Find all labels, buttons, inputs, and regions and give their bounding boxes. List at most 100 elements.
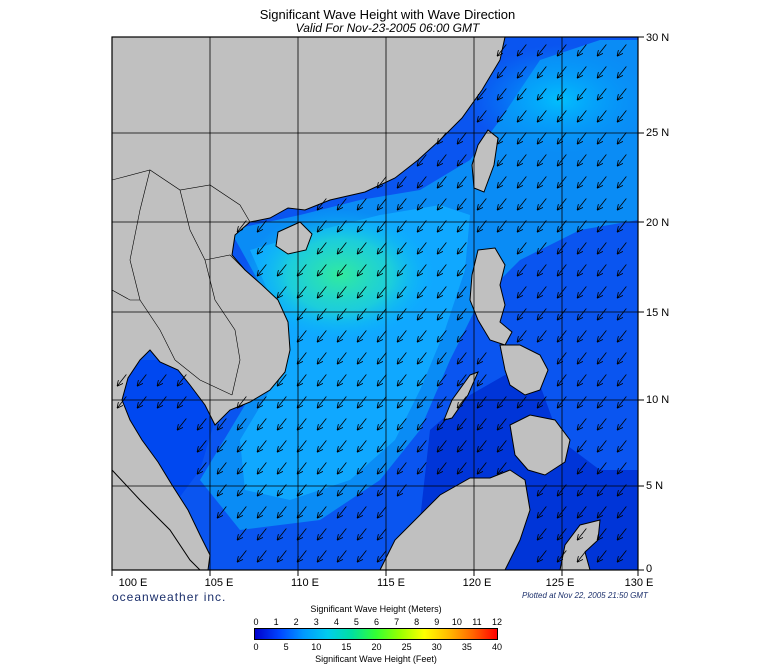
wave-direction-arrow xyxy=(298,264,307,276)
wave-direction-arrow xyxy=(558,176,567,188)
wave-direction-arrow xyxy=(458,242,467,254)
wave-direction-arrow xyxy=(238,418,247,430)
wave-direction-arrow xyxy=(618,308,627,320)
wave-direction-arrow xyxy=(578,242,587,254)
lon-label-105e: 105 E xyxy=(204,577,234,589)
wave-direction-arrow xyxy=(318,286,327,298)
wave-direction-arrow xyxy=(158,374,167,386)
wave-direction-arrow xyxy=(298,506,307,518)
wave-direction-arrow xyxy=(458,176,467,188)
wave-direction-arrow xyxy=(318,528,327,540)
wave-direction-arrow xyxy=(338,220,347,232)
wave-direction-arrow xyxy=(278,264,287,276)
wave-direction-arrow xyxy=(598,528,607,540)
wave-direction-arrow xyxy=(238,220,247,232)
wave-direction-arrow xyxy=(158,396,167,408)
wave-direction-arrow xyxy=(518,66,527,78)
wave-direction-arrow xyxy=(618,528,627,540)
wave-direction-arrow xyxy=(258,550,267,562)
wave-direction-arrow xyxy=(378,330,387,342)
wave-direction-arrow xyxy=(178,418,187,430)
wave-direction-arrow xyxy=(618,154,627,166)
wave-direction-arrow xyxy=(398,440,407,452)
legend-feet-title: Significant Wave Height (Feet) xyxy=(315,654,437,664)
lon-label-100e: 100 E xyxy=(118,577,148,589)
wave-direction-arrow xyxy=(578,352,587,364)
wave-direction-arrow xyxy=(598,550,607,562)
wave-direction-arrow xyxy=(458,396,467,408)
wave-direction-arrow xyxy=(378,440,387,452)
wave-direction-arrow xyxy=(598,484,607,496)
wave-direction-arrow xyxy=(298,440,307,452)
wave-direction-arrow xyxy=(578,44,587,56)
wave-direction-arrow xyxy=(298,374,307,386)
legend-meters-tick: 5 xyxy=(353,617,359,627)
wave-direction-arrow xyxy=(218,506,227,518)
wave-direction-arrow xyxy=(378,176,387,188)
wave-direction-arrow xyxy=(518,396,527,408)
wave-direction-arrow xyxy=(578,308,587,320)
wave-direction-arrow xyxy=(398,308,407,320)
plotted-timestamp: Plotted at Nov 22, 2005 21:50 GMT xyxy=(522,591,648,600)
wave-direction-arrow xyxy=(578,506,587,518)
wave-direction-arrow xyxy=(418,220,427,232)
wave-direction-arrow xyxy=(418,198,427,210)
mindanao-island xyxy=(509,414,571,476)
legend-feet-tick: 20 xyxy=(371,642,382,652)
wave-direction-arrow xyxy=(458,220,467,232)
wave-direction-arrow xyxy=(278,528,287,540)
wave-direction-arrow xyxy=(538,88,547,100)
wave-direction-arrow xyxy=(518,220,527,232)
legend-meters-tick: 6 xyxy=(373,617,380,627)
wave-direction-arrow xyxy=(518,286,527,298)
wave-direction-arrow xyxy=(278,286,287,298)
wave-direction-arrow xyxy=(538,550,547,562)
wave-direction-arrow xyxy=(498,462,507,474)
wave-direction-arrow xyxy=(238,528,247,540)
wave-direction-arrow xyxy=(378,528,387,540)
lat-label-15n: 15 N xyxy=(646,307,670,319)
wave-direction-arrow xyxy=(558,550,567,562)
wave-direction-arrow xyxy=(378,286,387,298)
lat-label-25n: 25 N xyxy=(646,127,670,139)
wave-direction-arrow xyxy=(338,484,347,496)
wave-direction-arrow xyxy=(338,374,347,386)
wave-direction-arrow xyxy=(558,506,567,518)
wave-direction-arrow xyxy=(358,198,367,210)
wave-direction-arrow xyxy=(298,286,307,298)
wave-direction-arrow xyxy=(358,308,367,320)
wave-direction-arrow xyxy=(438,132,447,144)
wave-direction-arrow xyxy=(378,462,387,474)
wave-direction-arrow xyxy=(598,440,607,452)
wave-direction-arrow xyxy=(338,308,347,320)
wave-direction-arrow xyxy=(598,374,607,386)
wave-direction-arrow xyxy=(578,462,587,474)
wave-direction-arrow xyxy=(338,242,347,254)
wave-direction-arrow xyxy=(378,264,387,276)
wave-direction-arrow xyxy=(298,352,307,364)
wave-direction-arrow xyxy=(398,484,407,496)
wave-direction-arrow xyxy=(498,440,507,452)
wave-direction-arrow xyxy=(358,418,367,430)
wave-direction-arrow xyxy=(438,242,447,254)
wave-direction-arrow xyxy=(338,440,347,452)
wave-direction-arrow xyxy=(478,220,487,232)
lat-label-20n: 20 N xyxy=(646,217,670,229)
wave-direction-arrow xyxy=(598,154,607,166)
wave-direction-arrow xyxy=(298,528,307,540)
wave-direction-arrow xyxy=(258,484,267,496)
wave-direction-arrow xyxy=(438,264,447,276)
legend-feet-tick: 0 xyxy=(253,642,259,652)
wave-direction-arrow xyxy=(178,396,187,408)
wave-direction-arrow xyxy=(578,132,587,144)
wave-direction-arrow xyxy=(318,418,327,430)
wave-direction-arrow xyxy=(558,66,567,78)
wave-direction-arrow xyxy=(598,330,607,342)
wave-direction-arrow xyxy=(438,418,447,430)
wave-zone-upper xyxy=(470,45,638,155)
wave-direction-arrow xyxy=(238,484,247,496)
wave-direction-arrow xyxy=(418,418,427,430)
wave-direction-arrow xyxy=(538,528,547,540)
wave-direction-arrow xyxy=(558,110,567,122)
wave-direction-arrow xyxy=(318,440,327,452)
